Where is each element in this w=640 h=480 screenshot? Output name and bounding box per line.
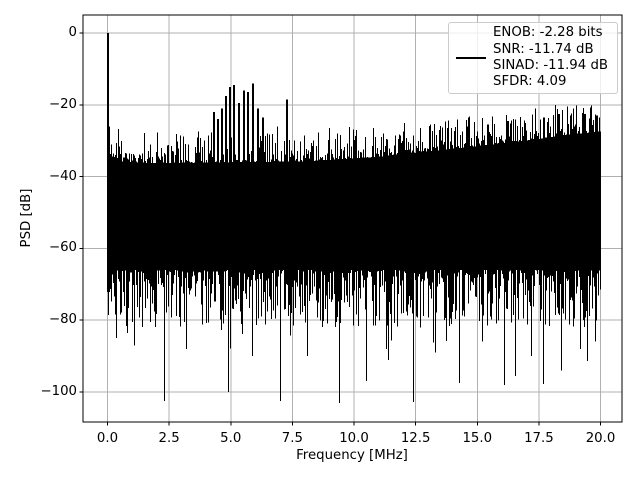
legend-sinad: SINAD: -11.94 dB [493, 58, 609, 73]
x-tick-label: 10.0 [339, 431, 369, 446]
x-tick-label: 15.0 [462, 431, 493, 446]
legend-snr: SNR: -11.74 dB [493, 41, 594, 57]
x-tick-label: 17.5 [524, 431, 554, 446]
y-tick-label: −60 [48, 240, 77, 256]
y-tick-label: 0 [68, 25, 77, 40]
x-tick-label: 5.0 [220, 431, 242, 446]
y-axis-title: PSD [dB] [19, 188, 34, 248]
y-tick-label: −100 [40, 384, 77, 399]
legend-sfdr: SFDR: 4.09 [493, 74, 567, 90]
noise-spectrum-trace [107, 33, 601, 403]
legend-box: ENOB: -2.28 bits SNR: -11.74 dB SINAD: -… [448, 22, 618, 94]
legend-enob: ENOB: -2.28 bits [493, 25, 603, 41]
legend-metrics: ENOB: -2.28 bits SNR: -11.74 dB SINAD: -… [493, 25, 617, 91]
legend-line-sample [456, 57, 486, 59]
x-tick-label: 12.5 [400, 431, 431, 446]
x-tick-label: 0.0 [96, 431, 119, 446]
y-tick-label: −20 [48, 96, 77, 112]
x-tick-label: 2.5 [158, 431, 180, 446]
x-axis-title: Frequency [MHz] [296, 448, 408, 463]
x-tick-label: 20.0 [585, 431, 616, 446]
y-tick-label: −80 [48, 312, 77, 328]
axis-ticks [79, 32, 601, 426]
axes-frame [82, 14, 623, 423]
y-tick-label: −40 [48, 168, 77, 184]
x-tick-label: 7.5 [281, 431, 303, 446]
